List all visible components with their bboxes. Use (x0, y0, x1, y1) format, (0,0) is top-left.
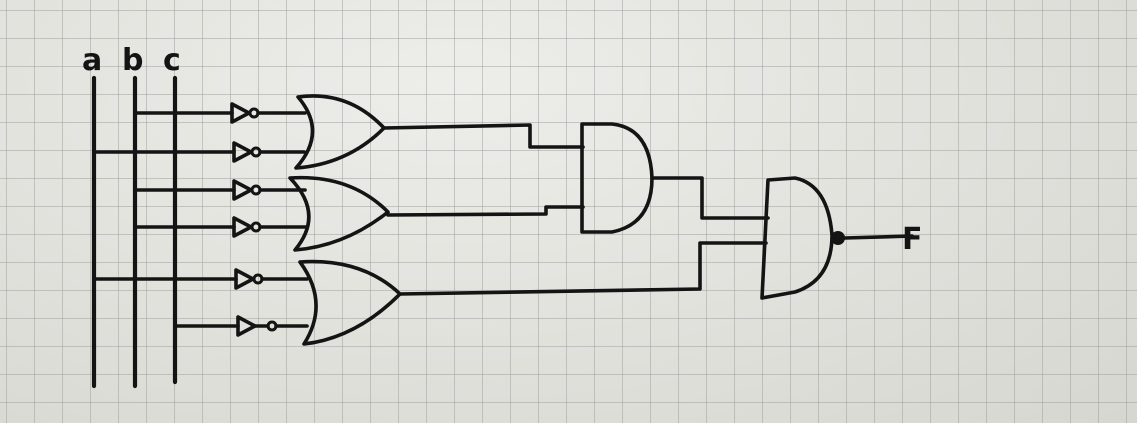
wire-or3-to-nand1 (398, 241, 768, 296)
input-taps (92, 111, 240, 328)
not-gate (236, 315, 309, 337)
not-gate (232, 179, 307, 201)
output-label-f: F (902, 222, 923, 257)
wire-or1-to-and1 (382, 123, 585, 149)
or-gate (294, 94, 386, 170)
nand-output-bubble (831, 231, 845, 245)
wire-or2-to-and1 (386, 205, 585, 217)
not-gate (232, 141, 306, 163)
not-gate (230, 102, 307, 124)
input-label-a: a (82, 43, 102, 78)
and-gate (580, 122, 654, 234)
input-label-b: b (122, 43, 143, 78)
not-gate (232, 216, 308, 238)
not-gate (234, 268, 309, 290)
or-gate (288, 175, 390, 252)
wire-and1-to-nand1 (650, 176, 770, 220)
or-gate (298, 259, 402, 346)
nand-gate (760, 176, 834, 300)
wire-output-f (843, 234, 914, 240)
input-label-c: c (163, 43, 181, 78)
